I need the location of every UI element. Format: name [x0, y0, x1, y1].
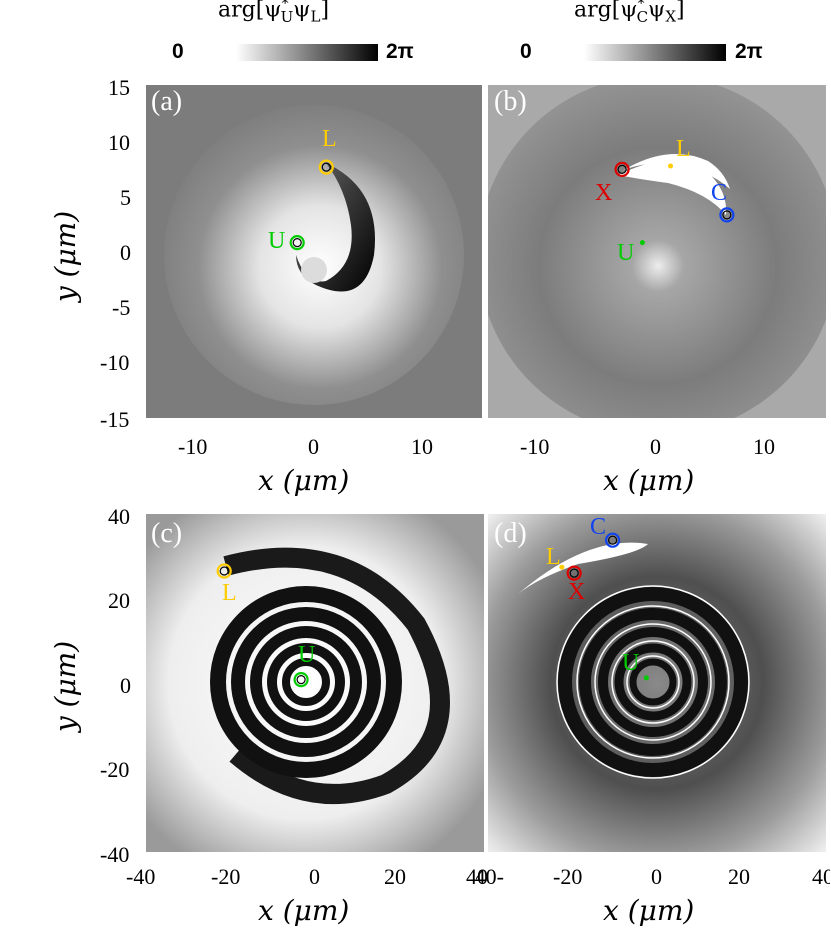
marker-label-c-L: L: [222, 580, 237, 606]
panel-a-plot: [146, 85, 482, 418]
marker-label-d-X: X: [568, 579, 586, 605]
ylabel-c: y (μm): [49, 640, 83, 733]
panel-c-plot: [146, 514, 484, 852]
colorbar-max-right: 2π: [735, 40, 763, 63]
marker-label-b-L: L: [676, 136, 691, 162]
xlabel-d: x (μm): [603, 894, 695, 927]
ytick-a-m5: -5: [112, 295, 131, 320]
ytick-c-40: 40: [108, 504, 130, 529]
panel-d: (d): [488, 514, 826, 852]
xtick-c-0: 0: [309, 864, 320, 889]
xtick-c-20: 20: [384, 864, 406, 889]
ytick-a-m10: -10: [100, 350, 130, 375]
xlabel-b: x (μm): [603, 464, 695, 497]
xtick-a-m10: -10: [178, 434, 208, 459]
panel-c: (c): [146, 514, 484, 852]
colorbar-right: [584, 44, 726, 61]
ytick-a-m15: -15: [100, 407, 130, 432]
xtick-d-m20: -20: [553, 864, 583, 889]
ytick-c-m40: -40: [100, 842, 130, 867]
panel-a: (a): [146, 85, 482, 418]
xtick-d-m40: -40: [476, 864, 504, 889]
marker-label-b-C: C: [711, 180, 728, 206]
ytick-c-20: 20: [108, 588, 130, 613]
marker-label-a-L: L: [322, 126, 337, 152]
ytick-c-0: 0: [120, 673, 131, 698]
ytick-a-10: 10: [108, 130, 130, 155]
xlabel-c: x (μm): [258, 894, 350, 927]
marker-label-b-X: X: [595, 180, 613, 206]
marker-label-c-U: U: [298, 642, 316, 668]
colorbar-min-right: 0: [520, 40, 532, 63]
colorbar-title-right: arg[ψ*CψX]: [574, 0, 685, 26]
xtick-d-20: 20: [728, 864, 750, 889]
xtick-d-40: 40: [812, 864, 830, 889]
colorbar-min-left: 0: [172, 40, 184, 63]
ylabel-a: y (μm): [49, 210, 83, 303]
marker-label-d-C: C: [590, 514, 607, 540]
marker-label-a-U: U: [268, 228, 286, 254]
panel-label-c: (c): [151, 518, 183, 549]
panel-b: (b): [488, 85, 826, 418]
marker-label-d-L: L: [546, 544, 561, 570]
xlabel-a: x (μm): [258, 464, 350, 497]
colorbar-left: [236, 44, 378, 61]
xtick-c-m40: -40: [126, 864, 156, 889]
xtick-a-0: 0: [308, 434, 319, 459]
xtick-b-m10: -10: [520, 434, 550, 459]
ytick-a-15: 15: [108, 75, 130, 100]
xtick-d-0: 0: [651, 864, 662, 889]
ytick-c-m20: -20: [100, 757, 130, 782]
colorbar-max-left: 2π: [386, 40, 414, 63]
ytick-a-0: 0: [120, 240, 131, 265]
colorbar-title-left: arg[ψ*UψL]: [218, 0, 330, 26]
panel-d-plot: [488, 514, 826, 852]
xtick-b-0: 0: [650, 434, 661, 459]
marker-label-b-U: U: [617, 240, 635, 266]
marker-label-d-U: U: [622, 650, 640, 676]
ytick-a-5: 5: [120, 185, 131, 210]
xtick-c-m20: -20: [211, 864, 241, 889]
panel-label-d: (d): [494, 518, 527, 549]
panel-b-plot: [488, 85, 826, 418]
xtick-b-10: 10: [753, 434, 775, 459]
xtick-a-10: 10: [411, 434, 433, 459]
panel-label-b: (b): [494, 86, 527, 117]
panel-label-a: (a): [151, 86, 183, 117]
xtick-c-40: 40: [466, 864, 487, 889]
